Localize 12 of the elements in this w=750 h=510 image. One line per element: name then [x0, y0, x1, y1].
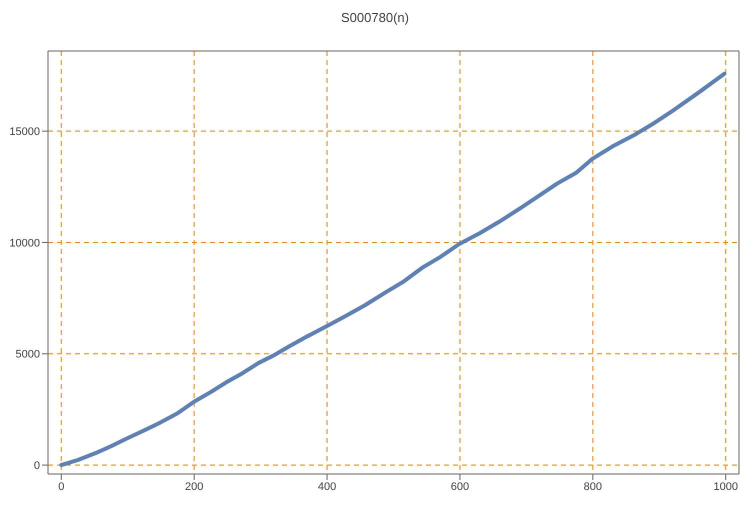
- y-tick-label: 5000: [16, 348, 40, 361]
- chart-title: S000780(n): [340, 9, 410, 27]
- x-tick-label: 0: [58, 480, 64, 493]
- y-tick-label: 15000: [9, 126, 40, 138]
- x-tick-label: 1000: [713, 480, 738, 493]
- x-tick-label: 400: [318, 480, 336, 493]
- y-tick-label: 0: [34, 460, 40, 472]
- y-tick-label: 10000: [9, 237, 40, 250]
- x-tick-label: 600: [450, 480, 470, 493]
- line-series: [59, 72, 726, 468]
- x-tick-label: 200: [184, 480, 204, 493]
- x-tick-label: 800: [584, 480, 602, 493]
